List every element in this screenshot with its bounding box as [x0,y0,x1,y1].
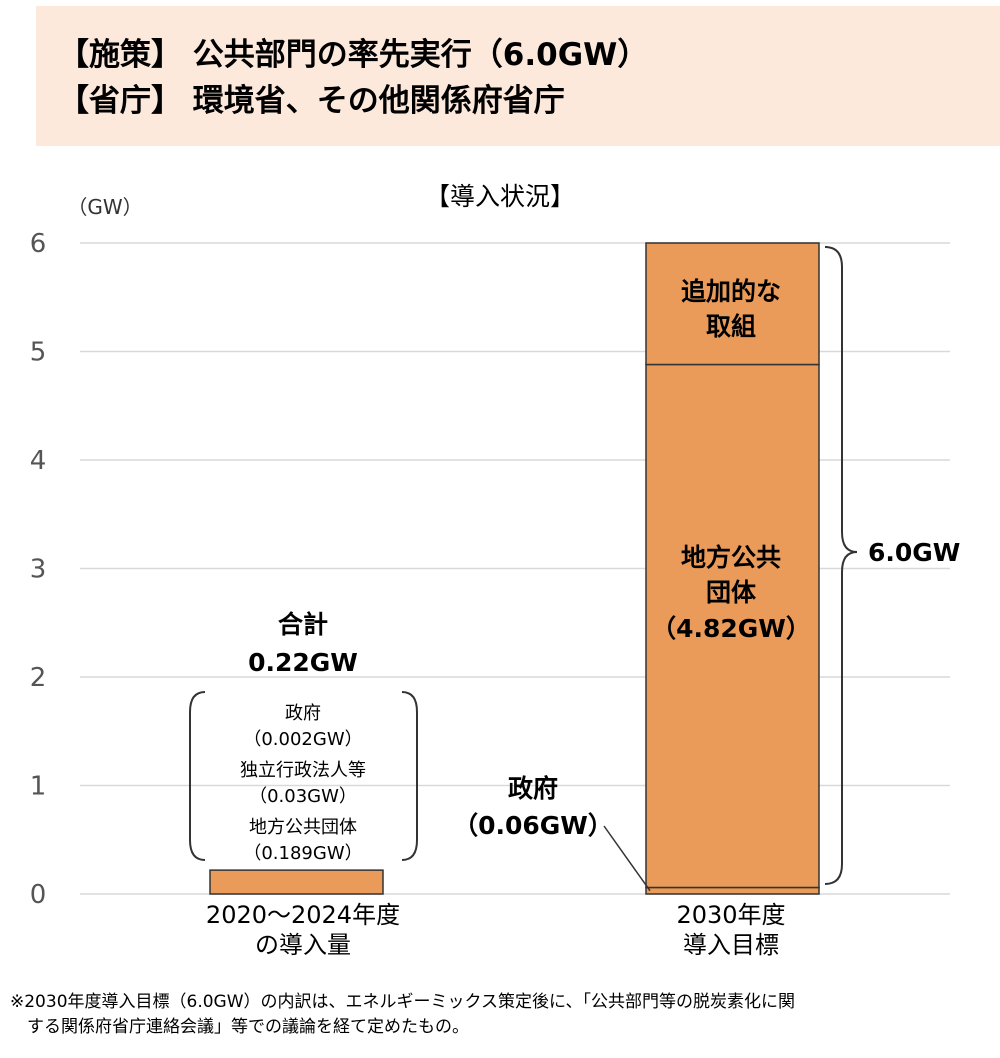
segment-additional-label1: 追加的な [681,277,781,306]
breakdown-value-1: （0.03GW） [249,786,357,807]
category-label-2030-line2: 導入目標 [683,931,779,959]
header-banner: 【施策】 公共部門の率先実行（6.0GW） 【省庁】 環境省、その他関係府省庁 [36,6,1000,146]
breakdown-value-2: （0.189GW） [243,843,362,864]
chart-title: 【導入状況】 [425,182,575,211]
breakdown-name-1: 独立行政法人等 [240,760,366,781]
government-leader-line [603,825,651,892]
segment-local-label3: （4.82GW） [651,614,811,643]
segment-government-label1: 政府 [508,774,558,803]
segment-government [645,886,820,895]
footnote-line2: する関係府省庁連絡会議」等での議論を経て定めたもの。 [10,1017,469,1037]
y-tick-label: 1 [30,772,47,802]
y-tick-label: 2 [30,663,47,693]
category-label-2030-line1: 2030年度 [676,901,785,929]
grid-lines [80,242,950,895]
total-label-6gw: 6.0GW [868,538,960,567]
y-tick-label: 6 [30,229,47,259]
segment-additional [645,242,820,366]
y-tick-label: 4 [30,446,47,476]
left-bracket-close [401,691,418,861]
bar-2020-2024 [209,869,384,895]
left-bracket-open [189,691,206,861]
segment-local-label1: 地方公共 [681,543,781,572]
y-tick-label: 0 [30,880,47,910]
category-label-2020-line2: の導入量 [255,931,351,959]
ministry-title: 【省庁】 環境省、その他関係府省庁 [58,83,565,119]
chart: 【導入状況】 （GW） 0 1 2 3 4 5 6 合計 0.22GW 政府 （0.002G… [30,182,961,959]
segment-local-label2: 団体 [706,578,757,607]
total-title: 合計 [278,610,328,639]
segment-additional-label2: 取組 [706,312,756,341]
breakdown-name-0: 政府 [285,703,321,724]
breakdown-value-0: （0.002GW） [243,729,362,750]
y-ticks: 0 1 2 3 4 5 6 [30,229,47,910]
category-label-2020-line1: 2020～2024年度 [206,901,400,929]
total-value: 0.22GW [248,648,358,677]
segment-local-government [645,363,820,889]
breakdown-name-2: 地方公共団体 [249,817,357,838]
segment-government-label2: （0.06GW） [453,811,613,840]
y-axis-label: （GW） [67,195,142,219]
footnote-line1: ※2030年度導入目標（6.0GW）の内訳は、エネルギーミックス策定後に、「公共… [10,992,796,1012]
y-tick-label: 5 [30,338,47,368]
y-tick-label: 3 [30,555,47,585]
total-bracket [824,246,858,885]
policy-title: 【施策】 公共部門の率先実行（6.0GW） [58,37,649,73]
footnote: ※2030年度導入目標（6.0GW）の内訳は、エネルギーミックス策定後に、「公共… [10,990,990,1040]
